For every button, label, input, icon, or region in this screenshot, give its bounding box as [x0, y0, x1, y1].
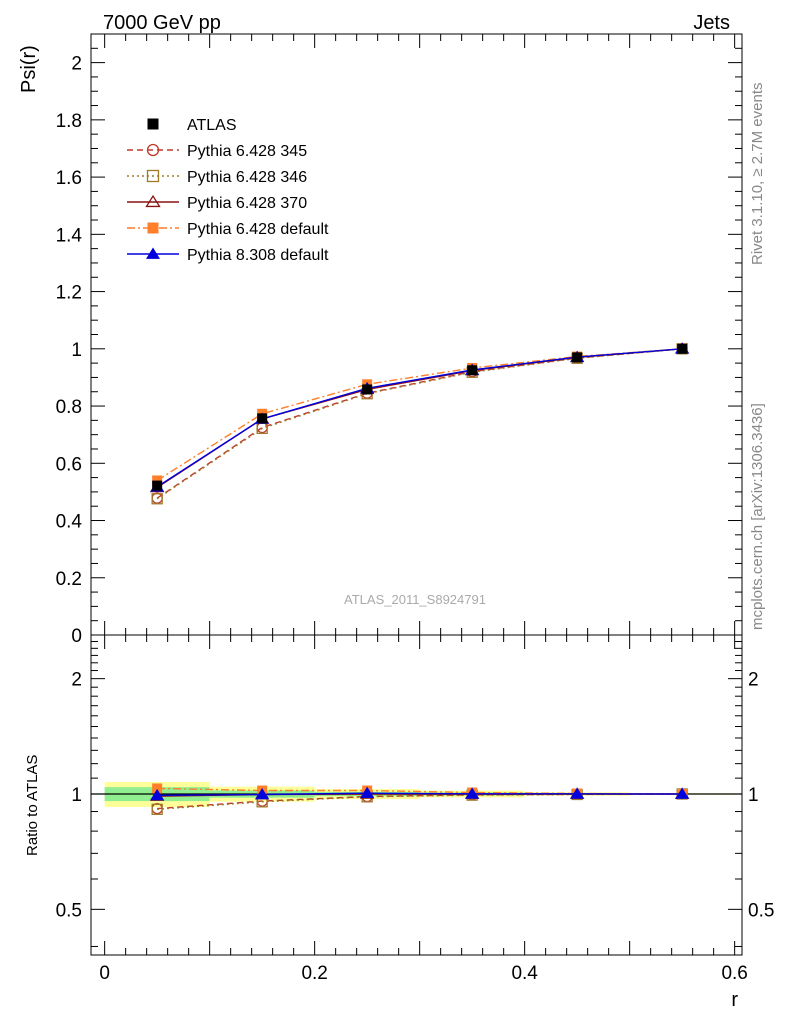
data-point-ratio [151, 803, 163, 815]
watermark: ATLAS_2011_S8924791 [344, 592, 486, 607]
y-tick-label: 0.2 [56, 569, 82, 590]
legend-label: Pythia 6.428 345 [187, 143, 307, 160]
y-tick-label: 0.6 [56, 454, 82, 475]
rivet-label: Rivet 3.1.10, ≥ 2.7M events [749, 83, 766, 266]
x-tick-label: 0.2 [301, 963, 327, 984]
x-tick-label: 0 [99, 963, 110, 984]
y-tick-label: 1.2 [56, 283, 82, 304]
ratio-y-tick-label: 0.5 [56, 900, 82, 921]
data-point-main [362, 384, 373, 395]
legend-marker [147, 222, 159, 234]
ratio-y-tick-label-right: 0.5 [748, 900, 774, 921]
data-point-ratio [675, 787, 690, 799]
y-tick-label: 1 [71, 340, 82, 361]
series-line-main [156, 348, 683, 489]
y-tick-label: 1.8 [56, 111, 82, 132]
ratio-y-tick-label-right: 2 [748, 670, 759, 691]
data-point-ratio [570, 787, 585, 799]
data-point-ratio [150, 788, 165, 801]
y-tick-label: 1.6 [56, 168, 82, 189]
y-tick-label: 2 [71, 54, 82, 75]
series-line-ratio [157, 793, 683, 810]
series-line-main [156, 348, 683, 500]
legend-marker [146, 169, 160, 183]
data-point-ratio [465, 787, 480, 799]
legend-label: Pythia 6.428 370 [187, 195, 307, 212]
energy-label: 7000 GeV pp [103, 12, 221, 34]
x-axis-label: r [731, 989, 738, 1011]
y-tick-label: 1.4 [56, 225, 83, 246]
main-panel: 0 0.2 0.4 0.6 0.8 1 1.2 1.4 1.6 1.8 2 Psi(r) [18, 33, 743, 647]
ratio-plot-frame [90, 634, 743, 956]
x-tick-label: 0.6 [721, 963, 747, 984]
data-point-main [257, 413, 268, 424]
data-point-main [152, 480, 163, 491]
ratio-y-tick-label: 1 [71, 785, 82, 806]
data-point-main [467, 365, 478, 376]
y-tick-label: 0.4 [56, 512, 83, 533]
ratio-y-tick-label: 2 [71, 670, 82, 691]
legend-label: ATLAS [187, 117, 237, 134]
data-point-main [151, 493, 163, 505]
x-tick-label: 0.4 [511, 963, 538, 984]
y-axis-label: Psi(r) [18, 45, 40, 93]
y-tick-label: 0 [71, 626, 82, 647]
legend-label: Pythia 8.308 default [187, 247, 329, 264]
ratio-y-axis-label: Ratio to ATLAS [24, 755, 41, 856]
data-point-ratio [255, 788, 270, 800]
data-point-main [572, 352, 583, 363]
series-line-main [156, 348, 683, 499]
series-line-ratio [157, 792, 683, 796]
legend: ATLAS Pythia 6.428 345 Pythia 6.428 346 Pyt… [127, 117, 329, 264]
series-line-main [156, 348, 683, 482]
legend-label: Pythia 6.428 346 [187, 169, 307, 186]
legend-marker [146, 247, 160, 259]
legend-label: Pythia 6.428 default [187, 221, 329, 238]
legend-marker [145, 194, 161, 208]
mcplots-label: mcplots.cern.ch [arXiv:1306.3436] [749, 403, 766, 630]
data-point-ratio [360, 786, 375, 799]
data-point-ratio [152, 783, 163, 794]
y-tick-label: 0.8 [56, 397, 82, 418]
category-label: Jets [693, 12, 730, 34]
ratio-y-tick-label-right: 1 [748, 785, 759, 806]
legend-marker [146, 143, 160, 157]
data-point-main [677, 343, 688, 354]
legend-marker [147, 118, 159, 130]
series-line-main [156, 348, 683, 488]
ratio-panel: 0.5 0.5 1 1 2 2 0 0.2 0.4 0.6 r Ratio to ATLAS [24, 634, 774, 1011]
